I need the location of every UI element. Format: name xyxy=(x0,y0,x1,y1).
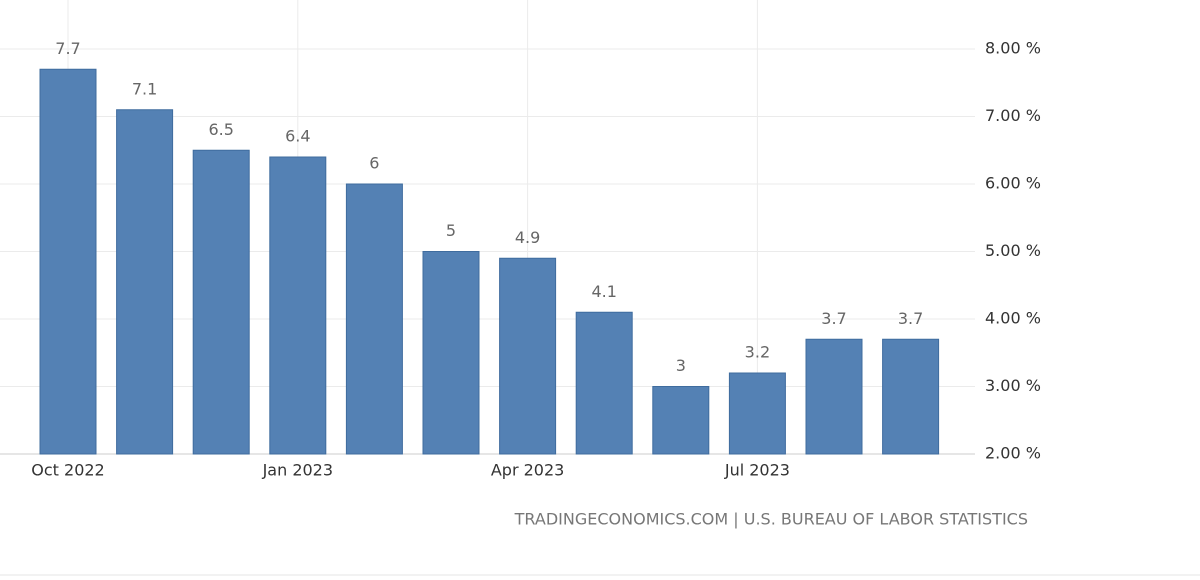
bar xyxy=(345,183,403,455)
bar xyxy=(882,338,940,455)
y-tick-label: 3.00 % xyxy=(985,376,1041,395)
value-label: 6 xyxy=(369,154,379,173)
y-tick-label: 2.00 % xyxy=(985,444,1041,463)
bar xyxy=(499,257,557,455)
value-label: 7.7 xyxy=(55,39,80,58)
bar xyxy=(805,338,863,455)
y-tick-label: 7.00 % xyxy=(985,106,1041,125)
value-label: 4.9 xyxy=(515,228,540,247)
bar xyxy=(728,372,786,455)
bar xyxy=(575,311,633,455)
x-tick-label: Oct 2022 xyxy=(31,461,104,480)
source-note: TRADINGECONOMICS.COM | U.S. BUREAU OF LA… xyxy=(514,510,1028,529)
bar xyxy=(652,386,710,455)
x-tick-label: Apr 2023 xyxy=(491,461,564,480)
value-label: 4.1 xyxy=(591,282,616,301)
value-label: 6.4 xyxy=(285,127,310,146)
value-label: 6.5 xyxy=(208,120,233,139)
bar xyxy=(39,68,97,455)
x-tick-label: Jan 2023 xyxy=(262,461,333,480)
bar xyxy=(116,109,174,455)
bar xyxy=(192,149,250,455)
value-label: 7.1 xyxy=(132,79,157,98)
value-label: 3.7 xyxy=(821,309,846,328)
y-tick-label: 5.00 % xyxy=(985,241,1041,260)
value-label: 3 xyxy=(676,356,686,375)
value-label: 3.7 xyxy=(898,309,923,328)
value-label: 3.2 xyxy=(745,343,770,362)
y-tick-label: 4.00 % xyxy=(985,309,1041,328)
bar xyxy=(269,156,327,455)
bar xyxy=(422,251,480,455)
x-tick-label: Jul 2023 xyxy=(724,461,790,480)
value-label: 5 xyxy=(446,221,456,240)
y-tick-label: 8.00 % xyxy=(985,39,1041,58)
y-tick-label: 6.00 % xyxy=(985,174,1041,193)
